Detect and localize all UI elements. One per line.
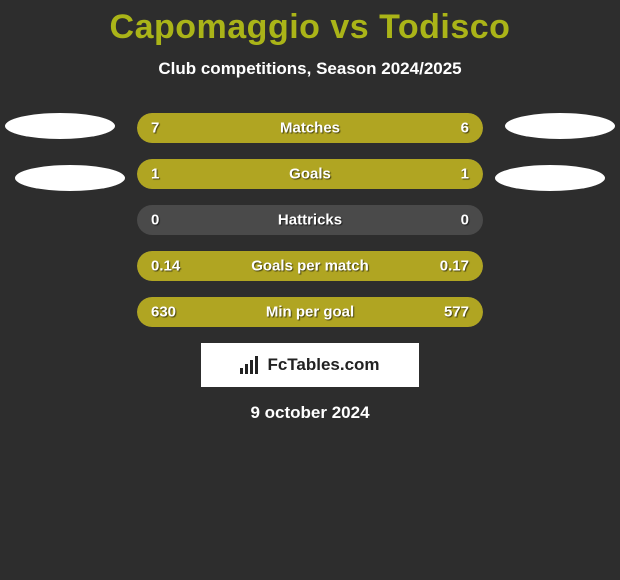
stat-row: 1 Goals 1 [137, 159, 483, 189]
stat-value-right: 577 [444, 304, 469, 321]
stat-row: 0.14 Goals per match 0.17 [137, 251, 483, 281]
subtitle: Club competitions, Season 2024/2025 [0, 59, 620, 79]
comparison-block: 7 Matches 6 1 Goals 1 0 Hattricks 0 0.14… [0, 113, 620, 327]
stat-label: Hattricks [278, 212, 342, 229]
stat-value-right: 0.17 [440, 258, 469, 275]
player-badge-left-2 [15, 165, 125, 191]
brand-logo-text: FcTables.com [240, 355, 379, 375]
chart-icon [240, 356, 262, 374]
bar-left [137, 159, 310, 189]
stat-value-left: 630 [151, 304, 176, 321]
stat-rows: 7 Matches 6 1 Goals 1 0 Hattricks 0 0.14… [137, 113, 483, 327]
stat-value-right: 1 [461, 166, 469, 183]
stat-value-left: 0.14 [151, 258, 180, 275]
stat-value-left: 1 [151, 166, 159, 183]
page-title: Capomaggio vs Todisco [0, 0, 620, 47]
stat-label: Goals [289, 166, 331, 183]
stat-value-right: 6 [461, 120, 469, 137]
stat-row: 7 Matches 6 [137, 113, 483, 143]
stat-row: 630 Min per goal 577 [137, 297, 483, 327]
player-badge-right-1 [505, 113, 615, 139]
brand-name: FcTables.com [267, 355, 379, 375]
player-badge-right-2 [495, 165, 605, 191]
stat-label: Goals per match [251, 258, 369, 275]
stat-value-left: 0 [151, 212, 159, 229]
bar-right [310, 159, 483, 189]
stat-value-right: 0 [461, 212, 469, 229]
player-badge-left-1 [5, 113, 115, 139]
stat-value-left: 7 [151, 120, 159, 137]
brand-logo[interactable]: FcTables.com [201, 343, 419, 387]
stat-row: 0 Hattricks 0 [137, 205, 483, 235]
stat-label: Matches [280, 120, 340, 137]
bar-right [324, 113, 483, 143]
date-label: 9 october 2024 [0, 403, 620, 423]
stat-label: Min per goal [266, 304, 354, 321]
